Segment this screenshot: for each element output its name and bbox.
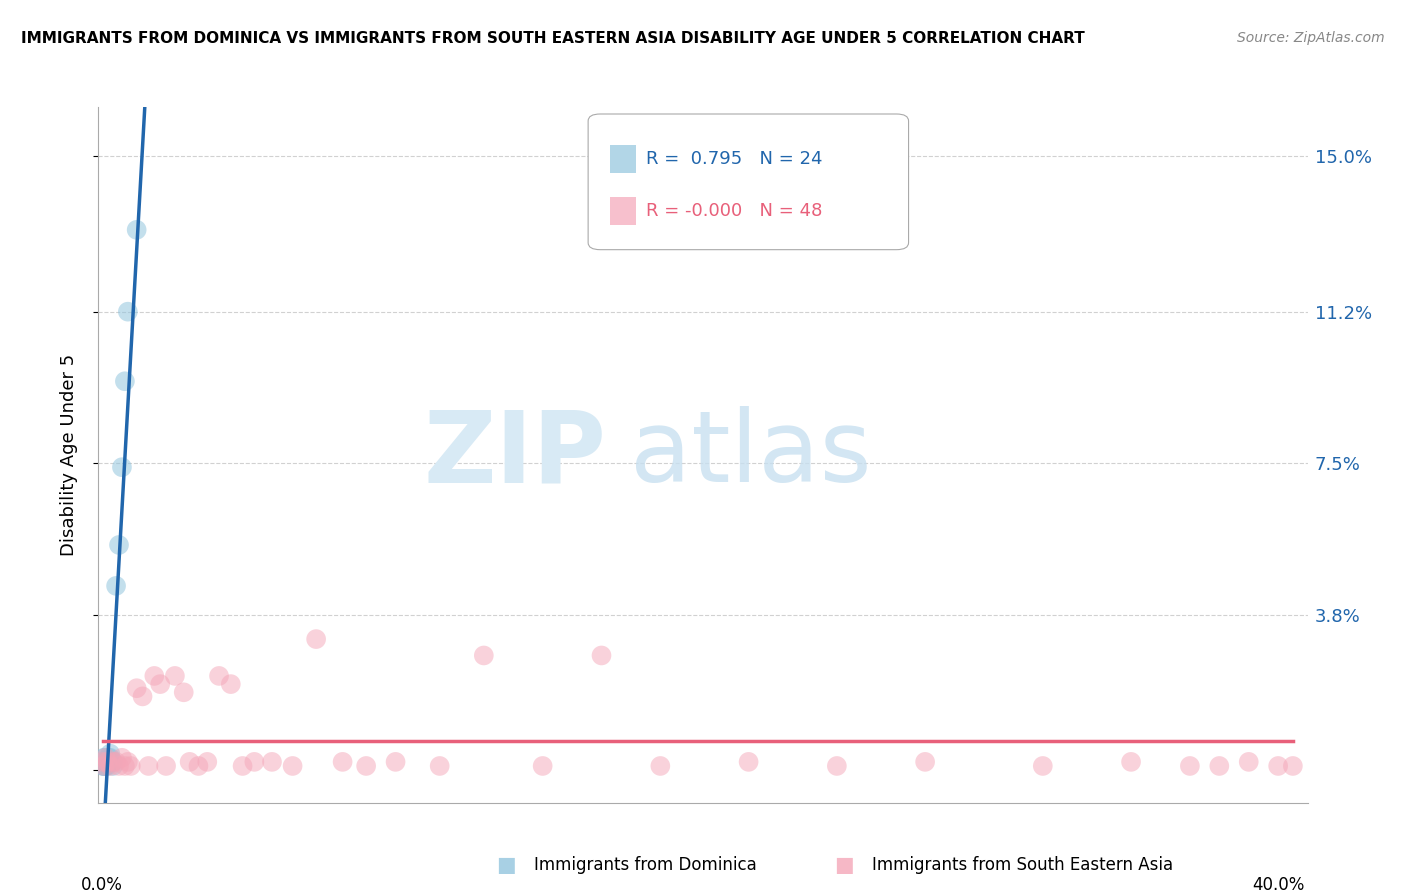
Point: [111, 460, 134, 475]
Point: [650, 759, 672, 773]
Text: Source: ZipAtlas.com: Source: ZipAtlas.com: [1237, 31, 1385, 45]
Point: [91, 755, 114, 769]
Point: [531, 759, 554, 773]
Point: [1267, 759, 1289, 773]
Text: R = -0.000   N = 48: R = -0.000 N = 48: [647, 202, 823, 220]
Point: [1032, 759, 1054, 773]
Text: R =  0.795   N = 24: R = 0.795 N = 24: [647, 150, 823, 169]
Point: [914, 755, 936, 769]
FancyBboxPatch shape: [588, 114, 908, 250]
Point: [143, 669, 166, 683]
Point: [354, 759, 377, 773]
Text: 0.0%: 0.0%: [80, 877, 122, 892]
Point: [114, 374, 136, 388]
Point: [91, 755, 114, 769]
Point: [94, 759, 117, 773]
Text: Immigrants from South Eastern Asia: Immigrants from South Eastern Asia: [872, 856, 1173, 874]
Point: [125, 223, 148, 237]
Point: [101, 755, 124, 769]
Point: [472, 648, 495, 663]
Point: [97, 751, 120, 765]
Point: [117, 304, 139, 318]
Point: [98, 759, 121, 773]
Point: [93, 759, 115, 773]
Point: [195, 755, 218, 769]
Point: [101, 755, 124, 769]
Point: [149, 677, 172, 691]
Point: [101, 759, 124, 773]
Point: [1237, 755, 1260, 769]
Point: [332, 755, 354, 769]
Text: atlas: atlas: [630, 407, 872, 503]
Point: [1178, 759, 1201, 773]
Text: ■: ■: [496, 855, 516, 875]
Point: [93, 759, 115, 773]
Text: ZIP: ZIP: [423, 407, 606, 503]
Point: [93, 751, 115, 765]
Point: [94, 751, 117, 765]
Bar: [610, 197, 637, 226]
Point: [93, 759, 115, 773]
Point: [117, 755, 139, 769]
Point: [125, 681, 148, 696]
Point: [305, 632, 328, 646]
Point: [1282, 759, 1305, 773]
Point: [260, 755, 283, 769]
Point: [91, 759, 114, 773]
Text: IMMIGRANTS FROM DOMINICA VS IMMIGRANTS FROM SOUTH EASTERN ASIA DISABILITY AGE UN: IMMIGRANTS FROM DOMINICA VS IMMIGRANTS F…: [21, 31, 1085, 46]
Point: [93, 755, 115, 769]
Text: Immigrants from Dominica: Immigrants from Dominica: [534, 856, 756, 874]
Point: [94, 751, 117, 765]
Point: [187, 759, 209, 773]
Point: [108, 759, 131, 773]
Point: [98, 747, 121, 761]
Point: [131, 690, 153, 704]
Bar: [610, 145, 637, 173]
Point: [155, 759, 177, 773]
Point: [111, 751, 134, 765]
Point: [208, 669, 231, 683]
Point: [232, 759, 254, 773]
Point: [173, 685, 195, 699]
Point: [219, 677, 242, 691]
Text: 40.0%: 40.0%: [1251, 877, 1305, 892]
Point: [737, 755, 759, 769]
Point: [825, 759, 848, 773]
Point: [120, 759, 142, 773]
Point: [114, 759, 136, 773]
Point: [98, 755, 121, 769]
Point: [281, 759, 304, 773]
Point: [384, 755, 406, 769]
Y-axis label: Disability Age Under 5: Disability Age Under 5: [59, 354, 77, 556]
Text: ■: ■: [834, 855, 853, 875]
Point: [105, 579, 128, 593]
Point: [429, 759, 451, 773]
Point: [591, 648, 613, 663]
Point: [1119, 755, 1142, 769]
Point: [179, 755, 201, 769]
Point: [105, 755, 128, 769]
Point: [94, 759, 117, 773]
Point: [163, 669, 186, 683]
Point: [243, 755, 266, 769]
Point: [98, 751, 121, 765]
Point: [1208, 759, 1230, 773]
Point: [96, 755, 118, 769]
Point: [96, 755, 118, 769]
Point: [94, 755, 117, 769]
Point: [108, 538, 131, 552]
Point: [96, 759, 118, 773]
Point: [138, 759, 160, 773]
